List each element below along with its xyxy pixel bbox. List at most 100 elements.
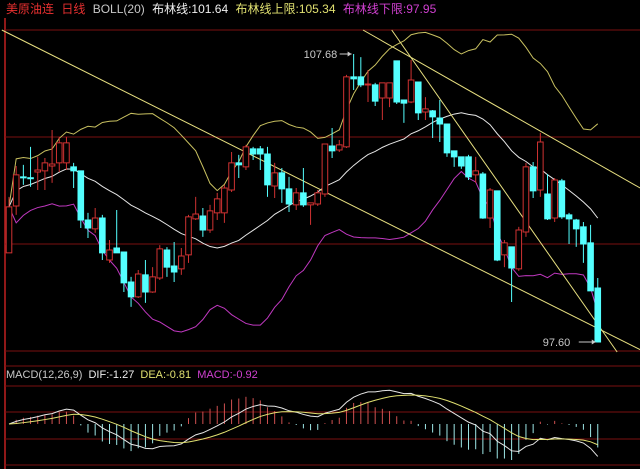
candle-down — [235, 162, 243, 166]
candle-up — [12, 174, 20, 207]
candle-up — [91, 217, 99, 230]
candle-down — [257, 148, 264, 155]
candle-up — [192, 213, 199, 220]
candle-up — [472, 170, 479, 176]
candle-down — [450, 150, 458, 158]
candle-up — [34, 169, 42, 173]
candle-down — [163, 249, 171, 268]
candle-down — [393, 60, 401, 103]
candle-up — [422, 108, 429, 113]
candle-up — [134, 273, 142, 298]
candle-down — [84, 219, 92, 229]
trendline — [391, 29, 618, 353]
candle-down — [479, 173, 487, 219]
candle-up — [5, 206, 13, 254]
candle-up — [48, 163, 56, 167]
candle-down — [127, 281, 135, 298]
candle-up — [271, 172, 278, 187]
candle-up — [307, 202, 314, 206]
candle-down — [572, 219, 580, 230]
macd-header: MACD(12,26,9) DIF:-1.27 DEA:-0.81 MACD:-… — [6, 368, 261, 382]
candle-up — [55, 142, 63, 164]
candle-down — [278, 172, 286, 190]
chart-header: 美原油连 日线 BOLL(20) 布林线:101.64 布林线上限:105.34… — [6, 1, 440, 17]
candle-up — [486, 189, 494, 219]
candle-down — [27, 177, 34, 180]
dif-line — [8, 389, 599, 457]
candle-up — [379, 82, 386, 99]
trendline — [362, 29, 640, 189]
candle-up — [364, 83, 372, 86]
candle-up — [522, 166, 530, 233]
candle-down — [529, 166, 537, 192]
candle-up — [228, 162, 235, 191]
candle-up — [106, 249, 113, 261]
candle-down — [558, 180, 566, 218]
candle-down — [120, 251, 128, 284]
indicator-label: BOLL(20) — [92, 2, 145, 16]
candle-down — [587, 242, 594, 292]
annotation-arrowhead — [591, 339, 596, 345]
macd-name-label: MACD(12,26,9) — [6, 369, 83, 381]
candle-down — [429, 110, 436, 118]
period-label: 日线 — [61, 2, 86, 16]
candle-down — [458, 156, 465, 167]
boll-upper-line — [8, 31, 599, 207]
candle-down — [99, 217, 106, 254]
candle-down — [350, 76, 357, 80]
candle-down — [142, 274, 149, 293]
price-annotation-label: 107.68 — [304, 49, 338, 61]
candle-up — [185, 216, 192, 256]
candle-down — [508, 246, 515, 269]
candle-down — [414, 81, 422, 114]
boll-upper-value: 布林线上限:105.34 — [235, 2, 336, 16]
trendline — [1, 29, 640, 351]
candle-up — [178, 255, 185, 270]
candle-up — [335, 144, 343, 151]
candle-down — [300, 192, 307, 206]
boll-lower-value: 布林线下限:97.95 — [342, 2, 437, 16]
candle-down — [580, 226, 587, 245]
candle-up — [407, 79, 415, 103]
candle-up — [386, 82, 393, 99]
candle-up — [206, 210, 214, 231]
candle-down — [465, 156, 472, 178]
annotation-arrowhead — [347, 51, 352, 57]
macd-value: MACD:-0.92 — [197, 369, 258, 381]
candle-up — [501, 242, 508, 256]
candle-up — [537, 141, 544, 191]
candle-down — [594, 287, 602, 343]
candle-up — [242, 146, 250, 168]
candle-down — [565, 214, 573, 220]
candle-down — [493, 190, 501, 261]
candle-up — [343, 76, 350, 148]
dif-value: DIF:-1.27 — [88, 369, 135, 381]
candle-down — [70, 166, 77, 172]
candle-up — [292, 192, 300, 206]
candle-down — [20, 176, 27, 179]
candle-down — [544, 193, 551, 220]
candle-up — [41, 162, 49, 172]
candle-up — [213, 198, 221, 214]
candle-down — [328, 145, 336, 152]
candle-down — [443, 123, 451, 154]
candle-up — [156, 248, 164, 279]
candle-down — [436, 117, 444, 125]
candle-up — [321, 143, 329, 195]
candle-down — [264, 153, 271, 186]
candle-up — [63, 142, 70, 164]
price-annotation-label: 97.60 — [543, 337, 571, 349]
candle-down — [170, 265, 178, 273]
candle-up — [551, 179, 558, 219]
candle-up — [149, 276, 156, 293]
candle-down — [113, 247, 121, 254]
candle-down — [77, 170, 85, 221]
candle-up — [314, 192, 322, 205]
candle-up — [515, 229, 523, 270]
symbol-label: 美原油连 — [6, 2, 55, 16]
dea-line — [8, 394, 598, 446]
candle-down — [285, 188, 293, 205]
dea-value: DEA:-0.81 — [140, 369, 192, 381]
